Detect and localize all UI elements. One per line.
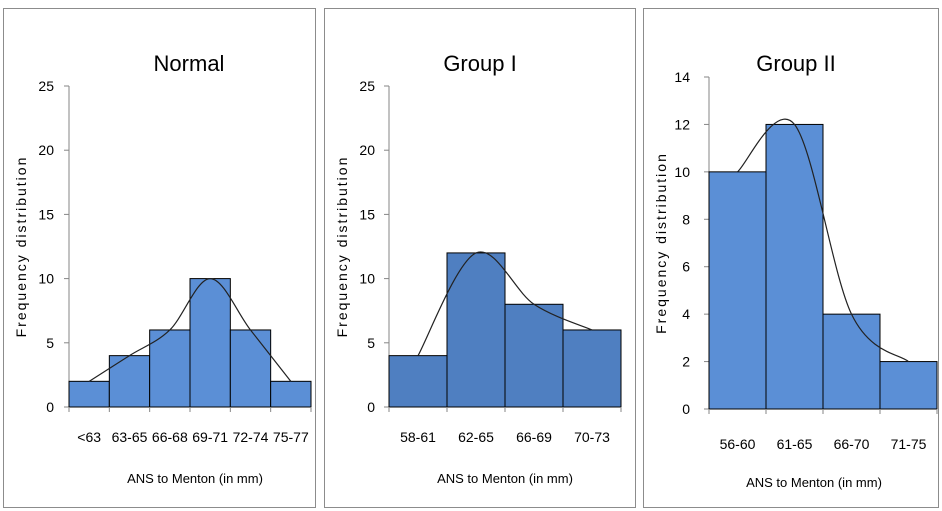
histogram-group-2: Group II 0 2 4 6 8 10 12 14 56-60 61-65 66-70 71-75 F… bbox=[653, 51, 938, 490]
bar-71-75 bbox=[879, 361, 938, 410]
bar-58-61 bbox=[388, 355, 448, 408]
x-tick-label: 72-74 bbox=[233, 429, 269, 445]
y-tick-label: 25 bbox=[38, 78, 54, 94]
x-tick-label: 61-65 bbox=[777, 436, 813, 452]
chart-title: Normal bbox=[154, 51, 225, 76]
bar-70-73 bbox=[562, 329, 622, 408]
x-tick-label: 63-65 bbox=[112, 429, 148, 445]
bar-66-69 bbox=[504, 303, 564, 408]
x-axis-label: ANS to Menton (in mm) bbox=[746, 475, 882, 490]
x-tick-label: 69-71 bbox=[192, 429, 228, 445]
bar-66-68 bbox=[149, 329, 191, 408]
y-tick-label: 5 bbox=[46, 335, 54, 351]
chart-panel-group-1: Group I 0 5 10 15 20 25 58-61 62-65 66-69 70-73 Fre… bbox=[324, 8, 636, 508]
bar-66-70 bbox=[822, 313, 881, 410]
x-axis-label: ANS to Menton (in mm) bbox=[127, 471, 263, 486]
x-axis-label: ANS to Menton (in mm) bbox=[437, 471, 573, 486]
x-tick-label: 70-73 bbox=[574, 429, 610, 445]
bar-56-60 bbox=[708, 171, 767, 410]
frequency-curve bbox=[88, 277, 292, 382]
histogram-group-1: Group I 0 5 10 15 20 25 58-61 62-65 66-69 70-73 Fre… bbox=[334, 51, 622, 486]
x-tick-label: 62-65 bbox=[458, 429, 494, 445]
y-tick-label: 15 bbox=[38, 206, 54, 222]
y-tick-label: 0 bbox=[46, 399, 54, 415]
x-tick-label: 66-69 bbox=[516, 429, 552, 445]
y-tick-label: 25 bbox=[359, 78, 375, 94]
bar-63-65 bbox=[108, 355, 151, 408]
histogram-normal: Normal 0 5 10 15 20 25 <63 63-65 66-68 69-71 72-74 7… bbox=[13, 51, 312, 486]
x-tick-label: 75-77 bbox=[273, 429, 309, 445]
frequency-curve bbox=[737, 118, 909, 363]
y-tick-label: 20 bbox=[38, 142, 54, 158]
y-tick-label: 10 bbox=[674, 164, 690, 180]
y-axis-label: Frequency distribution bbox=[653, 152, 669, 334]
x-tick-label: 71-75 bbox=[891, 436, 927, 452]
x-tick-label: 66-70 bbox=[834, 436, 870, 452]
x-tick-label: <63 bbox=[77, 429, 101, 445]
y-axis-label: Frequency distribution bbox=[334, 156, 350, 338]
y-axis-label: Frequency distribution bbox=[13, 156, 29, 338]
chart-panel-group-2: Group II 0 2 4 6 8 10 12 14 56-60 61-65 66-70 71-75 F… bbox=[643, 8, 939, 508]
bar-69-71 bbox=[189, 278, 231, 408]
y-tick-label: 10 bbox=[38, 271, 54, 287]
y-tick-label: 10 bbox=[359, 271, 375, 287]
chart-title: Group I bbox=[443, 51, 516, 76]
x-tick-label: 66-68 bbox=[152, 429, 188, 445]
x-tick-label: 58-61 bbox=[400, 429, 436, 445]
frequency-curve bbox=[417, 251, 593, 356]
chart-panel-normal: Normal 0 5 10 15 20 25 <63 63-65 66-68 69-71 72-74 7… bbox=[3, 8, 316, 508]
bar-62-65 bbox=[446, 252, 506, 408]
bar-75-77 bbox=[270, 380, 312, 408]
bar-61-65 bbox=[765, 123, 824, 410]
y-tick-label: 0 bbox=[682, 401, 690, 417]
chart-title: Group II bbox=[756, 51, 835, 76]
y-tick-label: 2 bbox=[682, 354, 690, 370]
y-tick-label: 14 bbox=[674, 69, 690, 85]
y-tick-label: 12 bbox=[674, 116, 690, 132]
y-tick-label: 0 bbox=[367, 399, 375, 415]
y-tick-label: 5 bbox=[367, 335, 375, 351]
y-tick-label: 15 bbox=[359, 206, 375, 222]
y-tick-label: 4 bbox=[682, 306, 690, 322]
bar-<63 bbox=[68, 380, 110, 408]
y-tick-label: 8 bbox=[682, 211, 690, 227]
x-tick-label: 56-60 bbox=[720, 436, 756, 452]
y-tick-label: 20 bbox=[359, 142, 375, 158]
y-tick-label: 6 bbox=[682, 259, 690, 275]
bar-72-74 bbox=[229, 329, 272, 408]
